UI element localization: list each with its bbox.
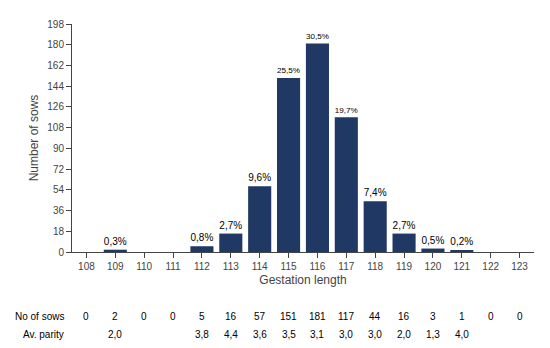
svg-text:3,8: 3,8 [195,329,209,340]
svg-text:162: 162 [47,60,64,71]
svg-text:5: 5 [199,311,205,322]
svg-text:114: 114 [252,261,268,272]
svg-text:3,1: 3,1 [310,329,324,340]
svg-text:Gestation length: Gestation length [259,273,346,287]
svg-text:117: 117 [338,311,354,322]
svg-text:1: 1 [459,311,465,322]
svg-text:0: 0 [141,311,147,322]
svg-text:3,5: 3,5 [282,329,296,340]
svg-text:119: 119 [396,261,412,272]
svg-text:151: 151 [280,311,297,322]
svg-text:0: 0 [517,311,523,322]
svg-text:126: 126 [47,101,64,112]
svg-text:111: 111 [165,261,181,272]
svg-text:116: 116 [309,261,325,272]
svg-text:9,6%: 9,6% [248,172,271,183]
svg-text:No of sows: No of sows [15,311,64,322]
svg-text:112: 112 [194,261,210,272]
svg-text:36: 36 [53,205,65,216]
svg-text:3,6: 3,6 [253,329,267,340]
svg-text:25,5%: 25,5% [277,66,300,75]
svg-text:110: 110 [136,261,152,272]
svg-text:2,0: 2,0 [108,329,122,340]
svg-text:144: 144 [47,81,64,92]
svg-text:121: 121 [453,261,470,272]
svg-text:2,0: 2,0 [397,329,411,340]
svg-text:0,8%: 0,8% [190,232,213,243]
svg-text:44: 44 [369,311,381,322]
svg-text:72: 72 [53,164,65,175]
svg-text:123: 123 [511,261,528,272]
svg-text:198: 198 [47,19,64,30]
svg-text:57: 57 [254,311,266,322]
svg-text:122: 122 [482,261,499,272]
svg-text:0: 0 [488,311,494,322]
svg-text:117: 117 [338,261,354,272]
svg-text:7,4%: 7,4% [364,187,387,198]
svg-text:0: 0 [58,247,64,258]
svg-text:180: 180 [47,39,64,50]
svg-text:3,0: 3,0 [368,329,382,340]
svg-text:2,7%: 2,7% [219,220,242,231]
svg-text:3,0: 3,0 [339,329,353,340]
svg-text:0,2%: 0,2% [450,236,473,247]
svg-text:0: 0 [83,311,89,322]
svg-text:4,4: 4,4 [224,329,238,340]
svg-text:2: 2 [112,311,118,322]
svg-text:115: 115 [281,261,297,272]
svg-text:108: 108 [78,261,95,272]
svg-text:16: 16 [398,311,410,322]
svg-text:113: 113 [223,261,239,272]
svg-text:3: 3 [430,311,436,322]
svg-text:2,7%: 2,7% [393,220,416,231]
svg-text:108: 108 [47,122,64,133]
svg-text:0,5%: 0,5% [421,235,444,246]
svg-text:0: 0 [170,311,176,322]
svg-text:19,7%: 19,7% [335,106,358,115]
svg-text:Av. parity: Av. parity [23,329,64,340]
svg-text:120: 120 [425,261,442,272]
svg-text:1,3: 1,3 [426,329,440,340]
svg-text:109: 109 [107,261,124,272]
svg-text:0,3%: 0,3% [104,236,127,247]
svg-text:4,0: 4,0 [455,329,469,340]
svg-text:118: 118 [367,261,383,272]
svg-text:16: 16 [225,311,237,322]
svg-text:30,5%: 30,5% [306,32,329,41]
svg-text:181: 181 [309,311,326,322]
svg-text:18: 18 [53,226,65,237]
svg-text:Number of sows: Number of sows [27,95,41,182]
svg-text:54: 54 [53,184,65,195]
svg-text:90: 90 [53,143,65,154]
